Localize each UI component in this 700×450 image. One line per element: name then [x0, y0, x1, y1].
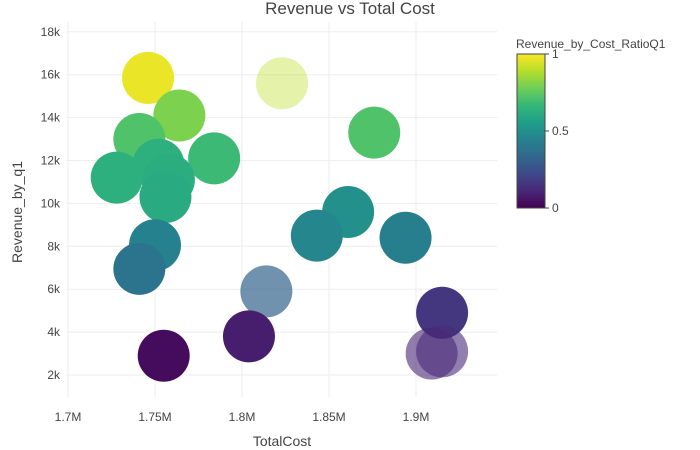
y-tick-label: 4k — [47, 325, 61, 339]
colorbar-title: Revenue_by_Cost_RatioQ1 — [516, 37, 666, 51]
y-tick-label: 8k — [47, 239, 61, 253]
data-point — [137, 329, 190, 382]
data-point — [379, 211, 432, 264]
x-tick-label: 1.85M — [312, 410, 345, 424]
colorbar-gradient — [516, 53, 546, 209]
data-point — [256, 57, 309, 110]
y-tick-label: 12k — [41, 154, 61, 168]
y-tick-label: 18k — [41, 25, 61, 39]
data-point — [153, 89, 206, 142]
y-tick-label: 2k — [47, 368, 61, 382]
x-axis-title: TotalCost — [253, 433, 311, 449]
y-tick-label: 6k — [47, 282, 61, 296]
data-point — [188, 132, 241, 185]
x-axis-ticks: 1.7M 1.75M 1.8M 1.85M 1.9M — [55, 410, 430, 424]
data-point — [139, 170, 192, 223]
y-tick-label: 16k — [41, 68, 61, 82]
data-point — [222, 310, 275, 363]
colorbar-tick-label: 0.5 — [552, 124, 569, 138]
y-tick-label: 14k — [41, 111, 61, 125]
colorbar: Revenue_by_Cost_RatioQ1 00.51 — [516, 37, 666, 215]
data-point — [290, 209, 343, 262]
y-axis-ticks: 2k 4k 6k 8k 10k 12k 14k 16k 18k — [41, 25, 61, 382]
y-tick-label: 10k — [41, 196, 61, 210]
chart-title: Revenue vs Total Cost — [265, 0, 435, 18]
x-tick-label: 1.9M — [403, 410, 430, 424]
colorbar-tick-label: 0 — [552, 201, 559, 215]
data-point — [113, 242, 166, 295]
colorbar-tick-label: 1 — [552, 47, 559, 61]
data-point — [240, 265, 293, 318]
data-point — [90, 151, 143, 204]
data-point — [122, 51, 175, 104]
data-point — [416, 286, 469, 339]
data-point — [416, 325, 469, 378]
colorbar-ticks: 00.51 — [545, 47, 569, 215]
data-points — [90, 51, 469, 382]
x-tick-label: 1.7M — [55, 410, 82, 424]
data-point — [348, 106, 401, 159]
x-tick-label: 1.75M — [138, 410, 171, 424]
y-axis-title: Revenue_by_q1 — [9, 161, 25, 263]
x-tick-label: 1.8M — [229, 410, 256, 424]
